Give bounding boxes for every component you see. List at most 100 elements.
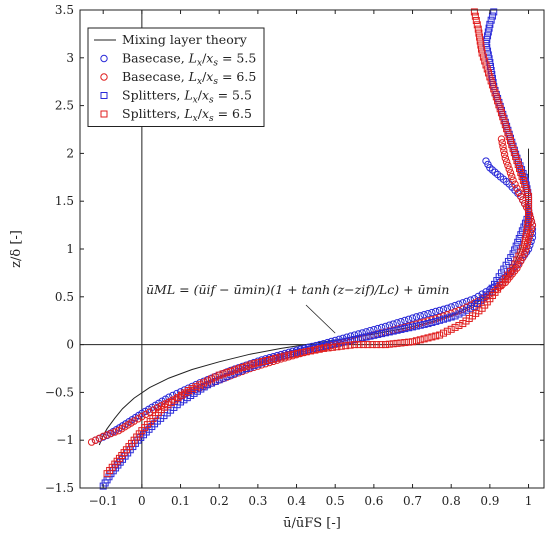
data-point xyxy=(486,20,494,28)
data-point xyxy=(223,372,231,380)
data-point xyxy=(302,348,310,356)
legend-swatch-square xyxy=(100,92,108,99)
data-point xyxy=(497,135,506,143)
data-point xyxy=(522,232,530,240)
data-point xyxy=(424,334,432,342)
data-point xyxy=(215,371,223,379)
data-point xyxy=(525,200,533,208)
data-point xyxy=(521,180,529,188)
data-point xyxy=(401,325,409,333)
data-point xyxy=(99,432,107,441)
data-point xyxy=(487,16,495,24)
data-point xyxy=(405,338,413,346)
data-point xyxy=(412,313,421,321)
data-point xyxy=(405,324,413,332)
data-point xyxy=(207,379,215,387)
y-axis-label: z/δ [-] xyxy=(9,230,24,268)
data-point xyxy=(432,307,440,316)
data-point xyxy=(333,343,341,351)
data-point xyxy=(513,256,521,264)
data-point xyxy=(350,331,359,339)
legend-label: Splitters, Lx/xs = 6.5 xyxy=(122,106,252,124)
data-point xyxy=(397,317,405,326)
data-point xyxy=(409,323,417,331)
data-point xyxy=(401,316,409,325)
data-point xyxy=(207,379,216,387)
data-point xyxy=(474,25,482,33)
x-tick-label: 0.3 xyxy=(248,494,267,508)
data-point xyxy=(519,244,527,252)
data-point xyxy=(362,333,370,341)
data-point xyxy=(204,377,212,385)
data-point xyxy=(289,350,297,358)
data-point xyxy=(250,360,258,368)
data-point xyxy=(358,329,366,337)
data-point xyxy=(315,345,323,353)
data-point xyxy=(518,173,526,181)
data-point xyxy=(525,208,533,216)
data-point xyxy=(482,61,490,69)
data-point xyxy=(484,32,492,40)
data-point xyxy=(393,326,401,334)
data-point xyxy=(439,329,447,337)
data-point xyxy=(499,113,507,121)
data-point xyxy=(373,341,381,349)
data-point xyxy=(501,154,510,162)
data-point xyxy=(523,224,531,232)
data-point xyxy=(496,105,504,113)
data-point xyxy=(231,366,239,374)
data-point xyxy=(515,234,523,242)
y-tick-label: 3 xyxy=(66,51,74,65)
x-tick-label: 1 xyxy=(525,494,533,508)
data-point xyxy=(503,125,511,133)
legend-box xyxy=(87,27,265,127)
data-point xyxy=(463,306,471,314)
data-point xyxy=(493,170,502,179)
data-point xyxy=(393,339,401,347)
data-point xyxy=(432,317,440,325)
data-point xyxy=(385,340,393,348)
data-point xyxy=(451,308,459,316)
data-point xyxy=(521,240,529,248)
data-point xyxy=(483,65,491,73)
data-point xyxy=(488,166,497,174)
data-point xyxy=(506,169,515,177)
data-point xyxy=(477,45,485,53)
y-tick-label: 3.5 xyxy=(55,3,74,17)
data-point xyxy=(328,343,336,351)
data-point xyxy=(523,228,531,236)
data-point xyxy=(476,33,484,41)
x-tick-label: 0.2 xyxy=(210,494,229,508)
data-point xyxy=(451,312,459,320)
data-point xyxy=(486,73,494,81)
data-point xyxy=(478,49,486,57)
data-point xyxy=(447,325,455,333)
y-tick-label: 1 xyxy=(66,242,74,256)
data-point xyxy=(412,337,420,345)
data-point xyxy=(428,333,436,341)
data-point xyxy=(479,53,487,61)
data-point xyxy=(439,315,447,323)
data-point xyxy=(381,329,389,337)
data-point xyxy=(491,89,499,97)
data-point xyxy=(459,308,467,316)
x-tick-label: 0.5 xyxy=(326,494,345,508)
data-point xyxy=(87,438,96,446)
data-point xyxy=(500,117,508,125)
data-point xyxy=(337,342,345,350)
data-point xyxy=(435,306,444,315)
y-tick-label: −1.5 xyxy=(45,481,74,495)
data-point xyxy=(389,327,397,335)
data-point xyxy=(436,316,444,324)
data-point xyxy=(416,321,424,329)
y-tick-label: 0.5 xyxy=(55,290,74,304)
data-point xyxy=(424,320,432,328)
data-point xyxy=(370,325,378,334)
data-point xyxy=(513,184,521,192)
data-point xyxy=(482,157,490,165)
data-point xyxy=(196,381,204,389)
data-point xyxy=(492,93,500,101)
data-point xyxy=(491,168,499,176)
legend-swatch-square xyxy=(100,110,108,118)
